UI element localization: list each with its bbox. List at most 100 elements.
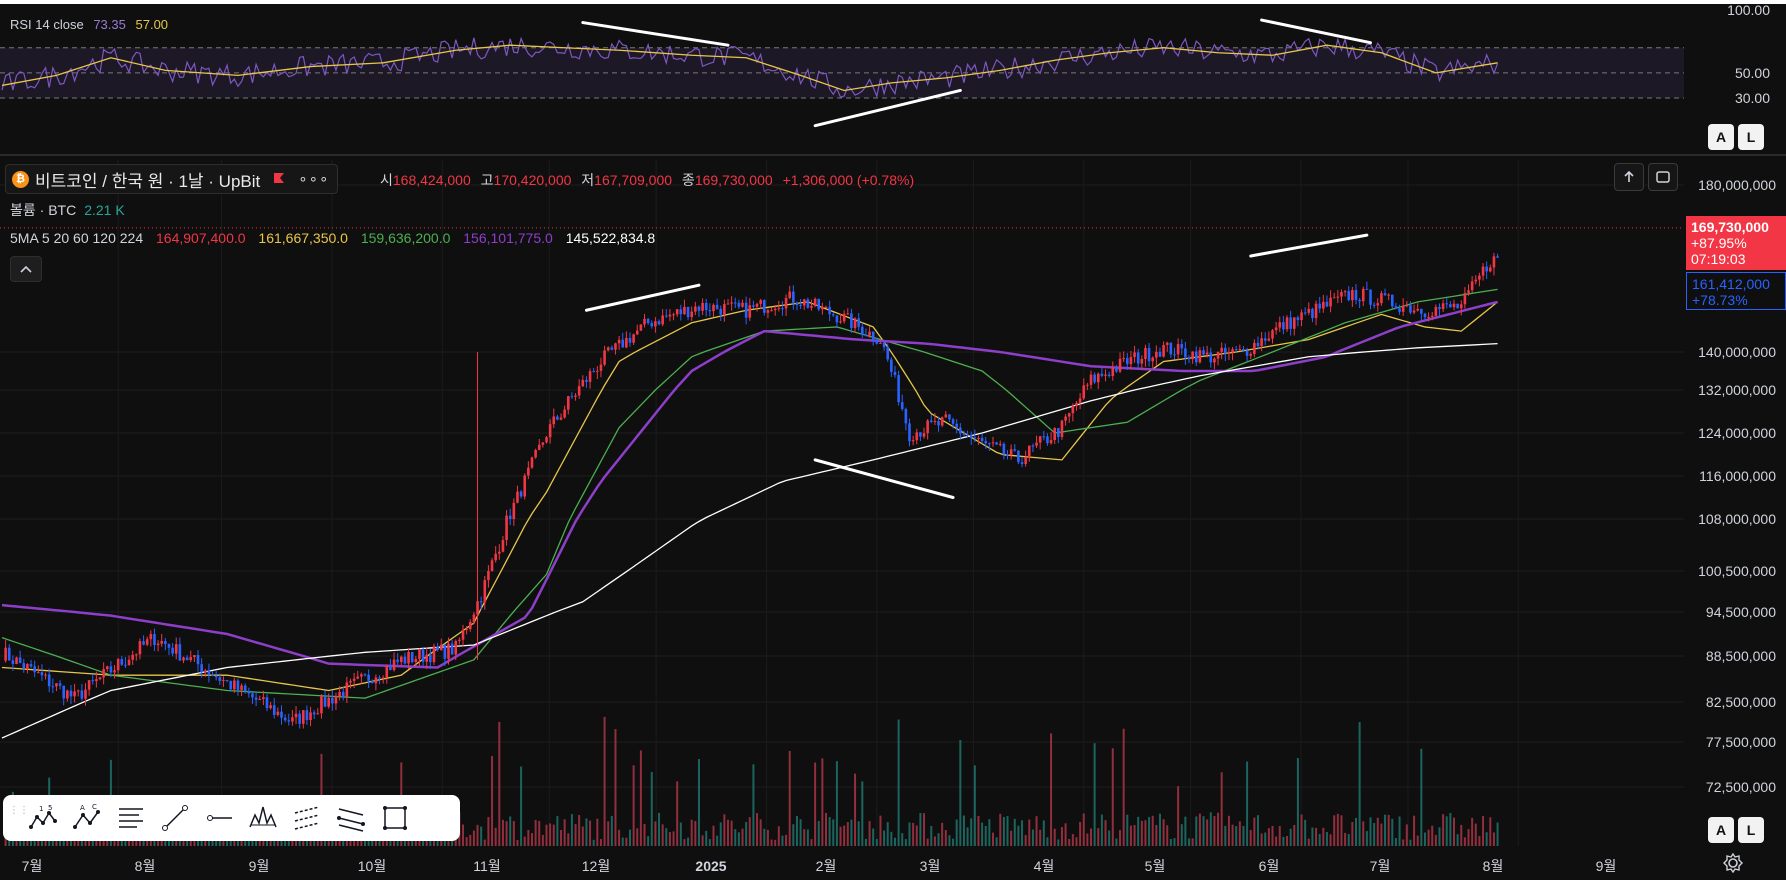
- volume-bar: [494, 827, 497, 846]
- candle: [1224, 343, 1227, 362]
- candle-body: [897, 375, 900, 403]
- rsi-legend[interactable]: RSI 14 close 73.35 57.00: [10, 17, 168, 32]
- candle: [893, 365, 897, 378]
- volume-bar: [1275, 836, 1278, 846]
- candle: [1481, 263, 1485, 281]
- candle: [1035, 435, 1038, 448]
- volume-bar: [269, 839, 272, 846]
- candle-body: [1202, 350, 1205, 355]
- candle-body: [494, 553, 497, 561]
- candle-body: [962, 433, 966, 435]
- horizontal-ray-tool[interactable]: [199, 798, 239, 838]
- head-shoulders-tool[interactable]: [243, 798, 283, 838]
- auto-scale-button-rsi[interactable]: A: [1708, 124, 1734, 150]
- parallel-channel-tool[interactable]: [287, 798, 327, 838]
- fib-retracement-tool[interactable]: [111, 798, 151, 838]
- trend-line[interactable]: [581, 21, 730, 47]
- candle: [1049, 432, 1053, 445]
- candle-body: [1057, 428, 1060, 437]
- volume-bar: [908, 822, 911, 846]
- candle-body: [1162, 344, 1165, 357]
- candle: [1282, 315, 1285, 335]
- volume-bar: [472, 830, 475, 846]
- candle: [84, 683, 87, 706]
- rsi-label: RSI 14 close: [10, 17, 84, 32]
- time-axis-label: 8월: [135, 858, 156, 874]
- candle: [1165, 341, 1169, 352]
- ma-legend[interactable]: 5MA 5 20 60 120 224 164,907,400.0 161,66…: [10, 230, 664, 246]
- trend-line[interactable]: [1249, 233, 1369, 258]
- collapse-legend-button[interactable]: [10, 256, 42, 282]
- rectangle-tool[interactable]: [375, 798, 415, 838]
- volume-bar: [523, 836, 526, 846]
- candle: [193, 655, 196, 662]
- candle-body: [247, 691, 251, 694]
- volume-bar: [1354, 817, 1357, 846]
- volume-bar: [1358, 722, 1361, 846]
- candle-body: [904, 408, 908, 424]
- change-value: +1,306,000 (+0.78%): [782, 172, 915, 188]
- volume-bar: [1423, 832, 1426, 846]
- volume-bar: [708, 839, 711, 846]
- auto-scale-button[interactable]: A: [1708, 817, 1734, 843]
- trend-line[interactable]: [584, 283, 701, 312]
- candle: [301, 710, 305, 729]
- settings-gear-icon[interactable]: [1722, 852, 1744, 874]
- regression-trend-tool[interactable]: [331, 798, 371, 838]
- candle-body: [784, 297, 788, 309]
- candle-body: [418, 649, 421, 659]
- trend-line[interactable]: [813, 88, 962, 128]
- candle-body: [763, 300, 766, 313]
- candle: [7, 644, 11, 661]
- volume-bar: [298, 839, 301, 846]
- candle-body: [545, 437, 548, 443]
- candle-body: [1082, 385, 1086, 399]
- volume-bar: [701, 835, 704, 846]
- candle-body: [410, 652, 414, 663]
- log-scale-button-rsi[interactable]: L: [1738, 124, 1764, 150]
- candle: [153, 628, 156, 652]
- candle: [280, 705, 283, 725]
- trend-line[interactable]: [813, 458, 955, 499]
- candle-body: [537, 444, 541, 450]
- volume-bar: [240, 838, 243, 846]
- candle: [349, 678, 352, 689]
- volume-bar: [520, 766, 523, 846]
- log-scale-button[interactable]: L: [1738, 817, 1764, 843]
- time-axis-label: 3월: [920, 858, 941, 874]
- volume-bar: [814, 762, 817, 846]
- maximize-pane-button[interactable]: [1648, 163, 1678, 191]
- flag-icon[interactable]: [272, 172, 286, 186]
- candle-body: [995, 442, 998, 445]
- candle: [276, 707, 280, 717]
- volume-bar: [745, 822, 748, 846]
- candle-body: [1405, 305, 1409, 307]
- volume-legend[interactable]: 볼륨 · BTC 2.21 K: [10, 200, 125, 220]
- volume-bar: [781, 835, 784, 846]
- volume-bar: [280, 838, 283, 846]
- candle: [131, 650, 134, 665]
- time-axis-label: 8월: [1483, 858, 1504, 874]
- candle: [254, 692, 258, 707]
- time-axis-label: 2월: [816, 858, 837, 874]
- more-options-icon[interactable]: ∘∘∘: [298, 171, 330, 188]
- volume-bar: [509, 816, 512, 846]
- trend-line-tool[interactable]: [155, 798, 195, 838]
- candle-body: [1238, 349, 1242, 351]
- candle: [679, 304, 683, 321]
- drag-handle-icon[interactable]: ⋮⋮: [9, 805, 29, 816]
- volume-bar: [1289, 828, 1292, 846]
- candle-body: [1093, 374, 1096, 383]
- symbol-pill[interactable]: ₿ 비트코인 / 한국 원 · 1날 · UpBit ∘∘∘: [5, 164, 339, 194]
- volume-bar: [552, 824, 555, 846]
- volume-bar: [1460, 824, 1463, 846]
- candle-body: [959, 427, 962, 434]
- candle-body: [1104, 374, 1107, 376]
- trend-line[interactable]: [1260, 18, 1373, 45]
- candle: [701, 298, 704, 316]
- scroll-up-button[interactable]: [1614, 163, 1644, 191]
